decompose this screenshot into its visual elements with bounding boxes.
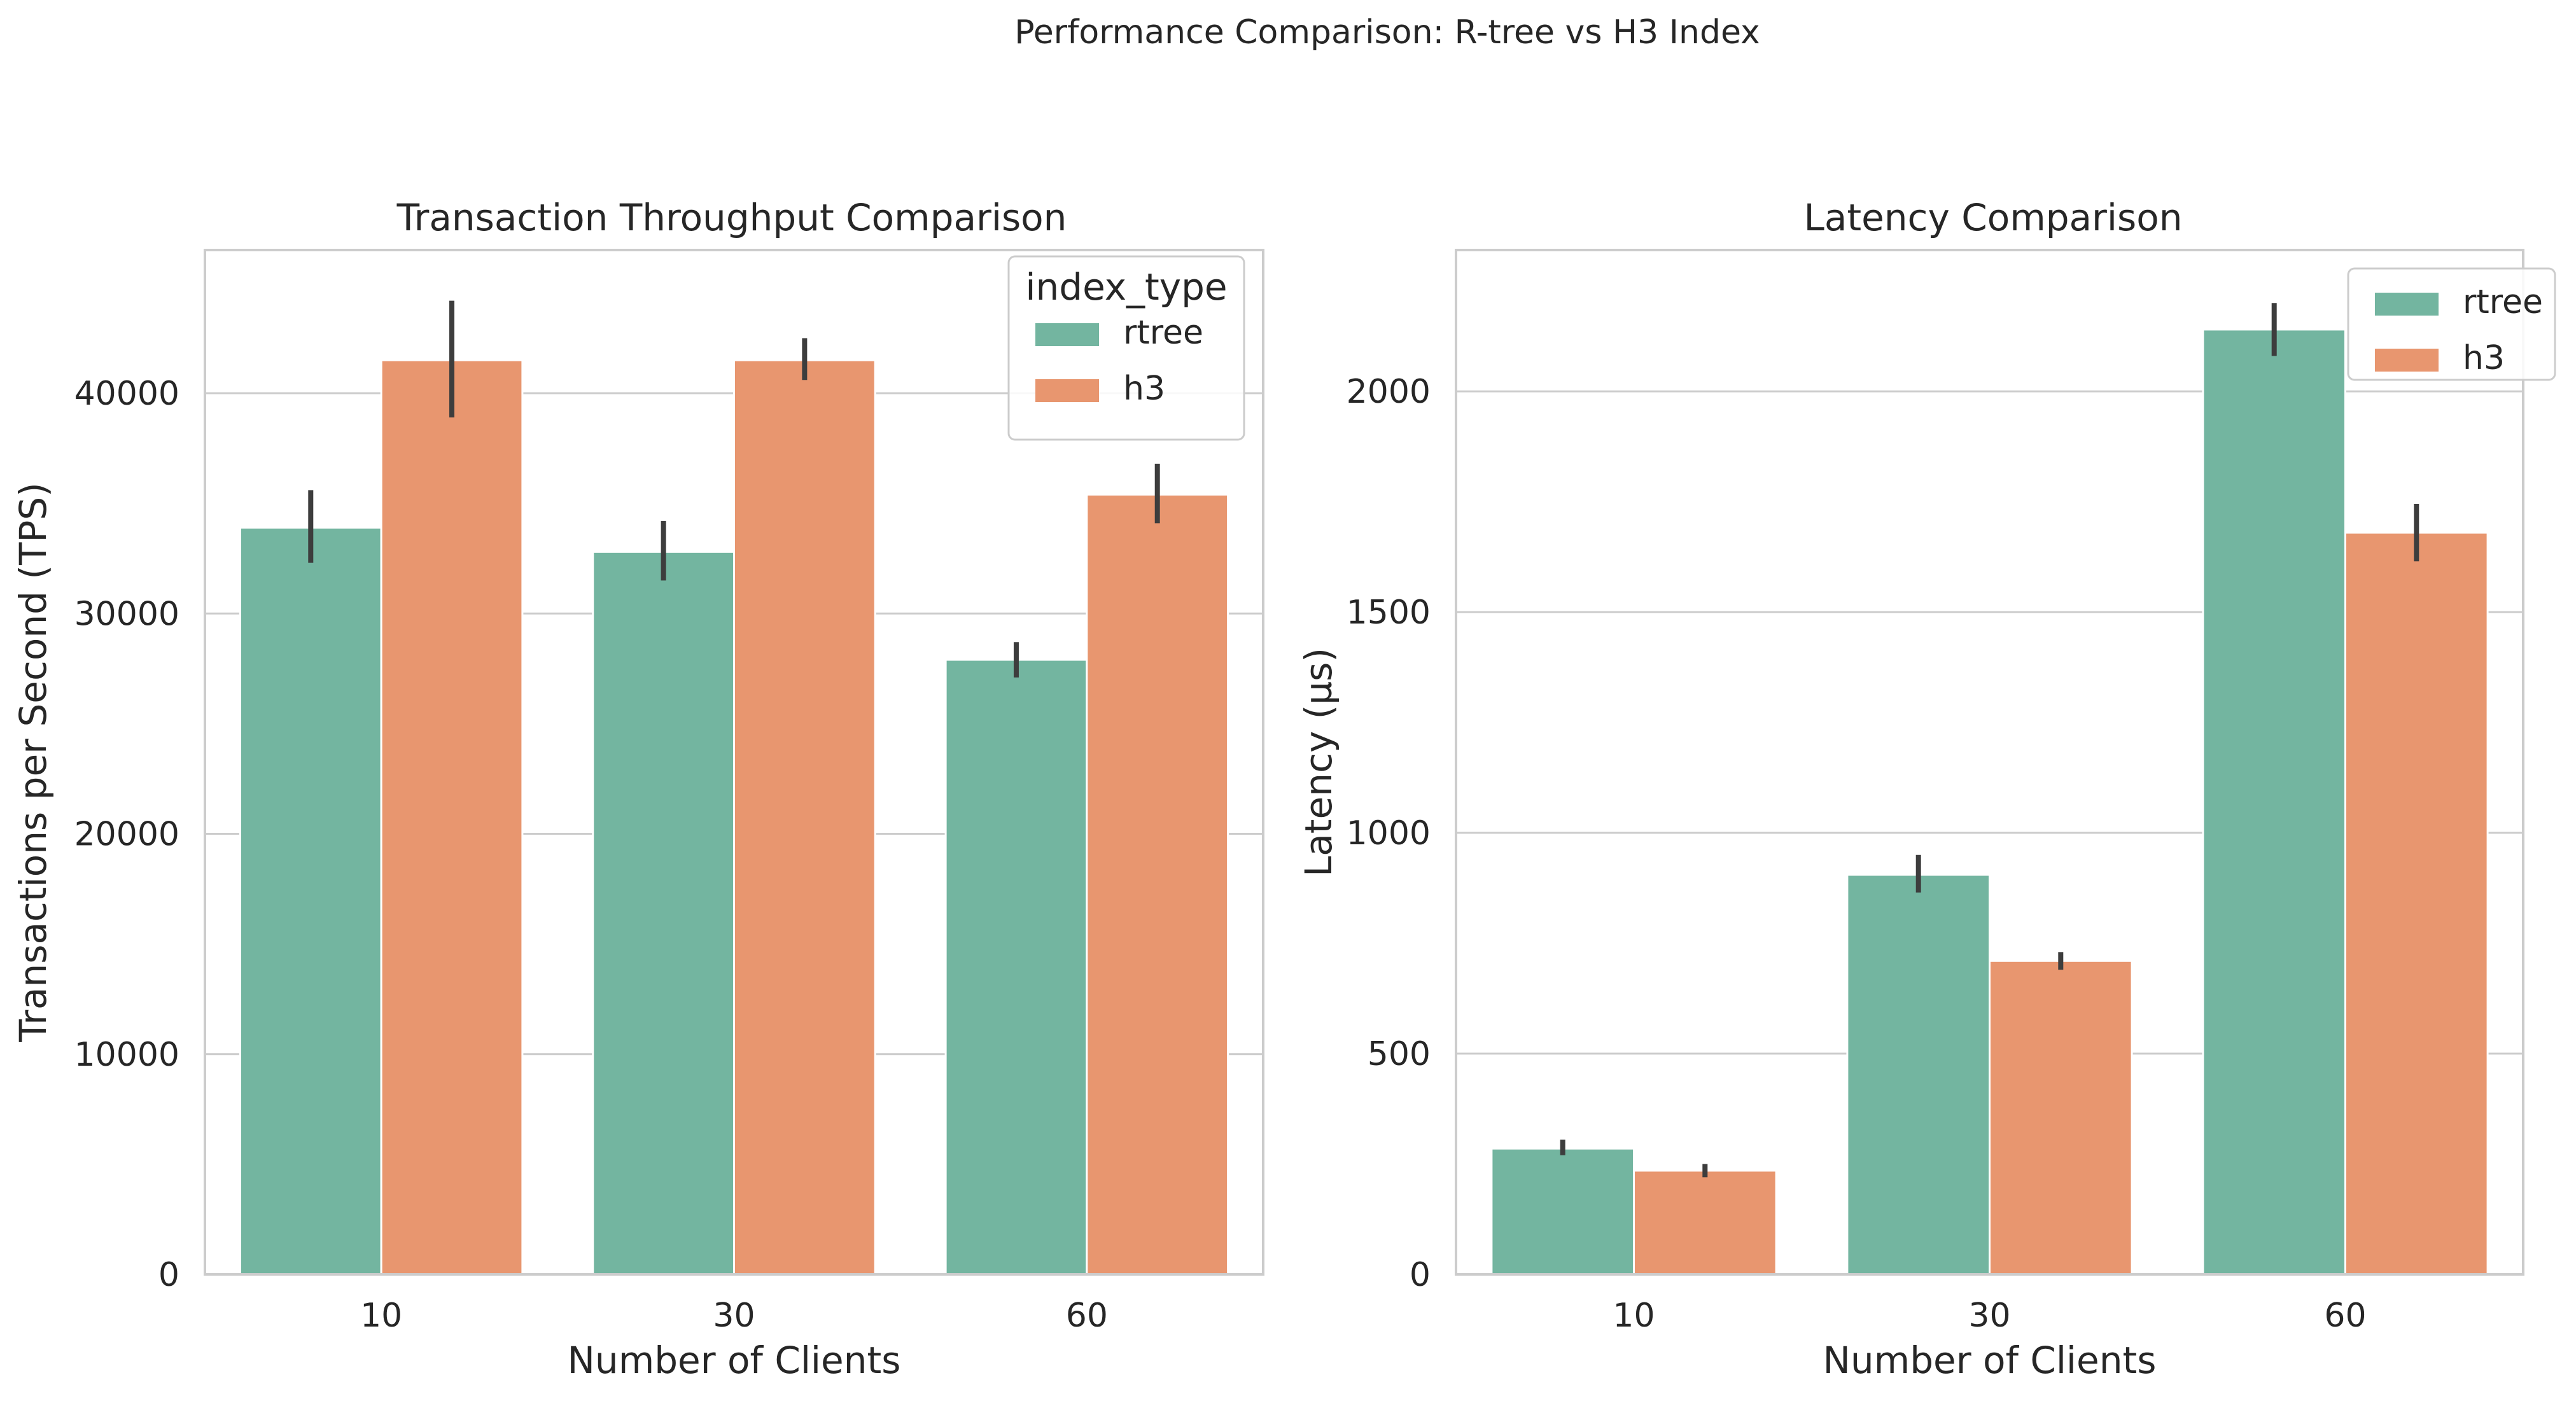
- x-tick-label: 10: [1613, 1297, 1655, 1335]
- legend-label-h3: h3: [2463, 339, 2505, 377]
- bar-rtree-10: [1490, 1147, 1635, 1276]
- y-axis-label: Latency (µs): [1297, 648, 1340, 877]
- axes-frame: [1455, 249, 2524, 1276]
- y-tick-label: 40000: [74, 375, 179, 413]
- y-tick-label: 0: [1410, 1256, 1431, 1294]
- x-axis-label: Number of Clients: [1823, 1339, 2157, 1382]
- bar-rtree-30: [1846, 874, 1991, 1276]
- bar-h3-60: [1086, 493, 1229, 1276]
- bar-rtree-10: [239, 526, 382, 1276]
- y-tick-label: 2000: [1347, 373, 1431, 411]
- legend-swatch-rtree: [2375, 293, 2439, 316]
- legend-title: index_type: [1025, 265, 1227, 309]
- y-tick-label: 20000: [74, 816, 179, 854]
- y-tick-label: 1000: [1347, 814, 1431, 853]
- legend-label-rtree: rtree: [1123, 314, 1203, 352]
- legend-swatch-h3: [1035, 379, 1099, 402]
- bar-h3-60: [2344, 531, 2489, 1276]
- panel-title: Transaction Throughput Comparison: [396, 196, 1067, 239]
- bar-h3-30: [733, 359, 876, 1276]
- bar-rtree-30: [592, 550, 735, 1276]
- x-axis-label: Number of Clients: [568, 1339, 901, 1382]
- x-tick-label: 60: [1066, 1297, 1108, 1335]
- y-tick-label: 500: [1368, 1035, 1431, 1073]
- y-axis-label: Transactions per Second (TPS): [11, 482, 55, 1043]
- bar-h3-10: [380, 359, 524, 1276]
- panel-title: Latency Comparison: [1804, 196, 2183, 239]
- bar-h3-30: [1989, 959, 2133, 1276]
- legend-swatch-rtree: [1035, 323, 1099, 346]
- y-tick-label: 10000: [74, 1036, 179, 1074]
- throughput-panel: 0 10000 20000 30000 40000 10 30 60 Transaction T…: [11, 196, 1264, 1382]
- legend-label-rtree: rtree: [2463, 283, 2543, 321]
- legend: rtree h3: [2347, 267, 2556, 381]
- legend-label-h3: h3: [1123, 370, 1165, 408]
- bar-rtree-60: [944, 659, 1088, 1276]
- y-tick-label: 1500: [1347, 594, 1431, 632]
- x-tick-label: 60: [2324, 1297, 2366, 1335]
- x-tick-label: 30: [713, 1297, 755, 1335]
- legend-swatch-h3: [2375, 349, 2439, 372]
- x-tick-label: 30: [1968, 1297, 2010, 1335]
- axes-frame: [204, 249, 1264, 1276]
- y-tick-label: 30000: [74, 595, 179, 633]
- figure-suptitle: Performance Comparison: R-tree vs H3 Ind…: [1014, 13, 1760, 52]
- bar-h3-10: [1633, 1169, 1777, 1276]
- y-tick-label: 0: [158, 1256, 179, 1294]
- x-tick-label: 10: [360, 1297, 402, 1335]
- bar-rtree-60: [2202, 328, 2346, 1276]
